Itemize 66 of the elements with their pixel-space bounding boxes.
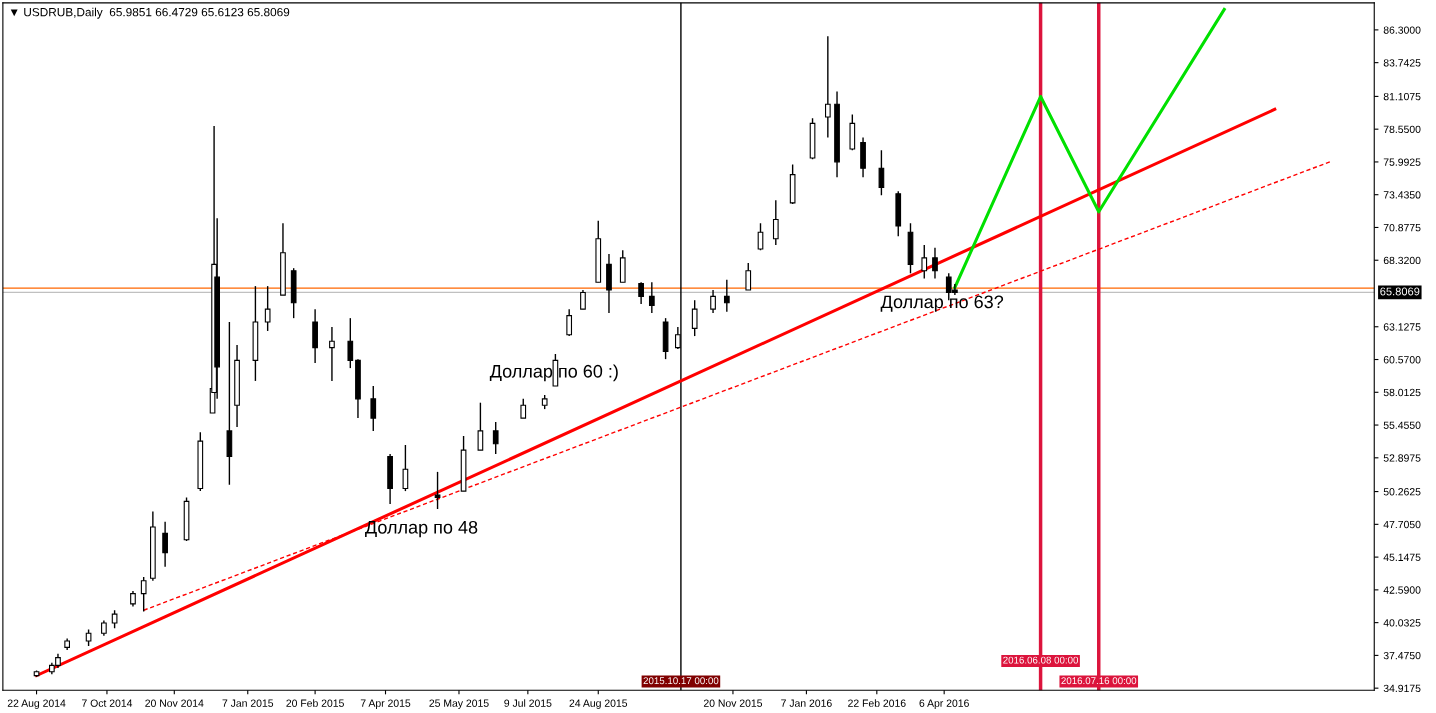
candlestick: [932, 246, 938, 280]
y-tick-label: 86.3000: [1383, 26, 1421, 34]
candlestick: [710, 289, 716, 314]
candlestick: [492, 421, 499, 455]
candlestick: [140, 576, 147, 613]
y-tick-label: 70.8775: [1383, 223, 1421, 232]
candlestick: [580, 289, 586, 310]
candlestick: [347, 317, 354, 369]
y-tick-label: 81.1075: [1383, 92, 1421, 101]
candlestick: [434, 471, 441, 510]
y-tick-label: 83.7425: [1383, 59, 1421, 67]
candlestick: [878, 149, 885, 196]
candlestick: [566, 308, 573, 337]
x-tick-label: 22 Aug 2014: [7, 699, 66, 709]
y-tick-label: 37.4750: [1383, 651, 1421, 660]
y-tick-label: 47.7050: [1383, 520, 1421, 529]
candlestick: [264, 285, 271, 332]
candlestick: [520, 398, 527, 419]
ref-line-label: 2016.06.08 00:00: [1003, 656, 1079, 664]
candlestick: [921, 244, 928, 280]
y-tick-label: 58.0125: [1383, 388, 1421, 397]
x-tick-label: 25 May 2015: [429, 699, 489, 709]
y-tick-label: 68.3200: [1383, 256, 1421, 265]
ref-line-label: 2016.07.16 00:00: [1061, 677, 1137, 685]
x-tick-label: 20 Feb 2015: [286, 699, 344, 707]
candlestick: [162, 521, 168, 568]
x-tick-label: 6 Apr 2016: [919, 699, 969, 709]
candlestick: [477, 402, 484, 451]
candlestick: [745, 262, 752, 291]
candlestick: [772, 199, 779, 246]
candlestick: [648, 281, 655, 314]
x-tick-label: 20 Nov 2015: [703, 699, 763, 707]
candlestick: [757, 222, 764, 251]
y-tick-label: 50.2625: [1383, 488, 1421, 496]
candlestick: [824, 35, 831, 139]
x-tick-label: 7 Jan 2016: [781, 699, 832, 707]
y-tick-label: 34.9175: [1383, 684, 1421, 693]
ref-line-label: 2015.10.17 00:00: [643, 677, 719, 685]
y-tick-label: 55.4550: [1383, 421, 1421, 429]
x-tick-label: 22 Feb 2016: [848, 699, 906, 707]
chart-title: ▼ USDRUB,Daily 65.9851 66.4729 65.6123 65.8069: [10, 7, 290, 19]
y-tick-label: 42.5900: [1383, 586, 1421, 594]
candlestick: [691, 299, 698, 337]
ref-line-label: 65.8069: [1380, 287, 1420, 296]
annotation: Доллар по 48: [365, 520, 478, 538]
x-tick-label: 9 Jul 2015: [504, 699, 552, 707]
y-tick-label: 75.9925: [1383, 158, 1421, 166]
y-tick-label: 73.4350: [1383, 191, 1421, 199]
annotation: Доллар по 60 :): [489, 364, 618, 382]
candlestick: [370, 385, 377, 432]
x-tick-label: 7 Jan 2015: [222, 699, 274, 707]
candlestick: [402, 444, 409, 492]
x-tick-label: 7 Apr 2015: [360, 699, 411, 709]
y-tick-label: 60.5700: [1383, 356, 1421, 364]
x-tick-label: 7 Oct 2014: [82, 699, 133, 707]
y-tick-label: 78.5500: [1383, 125, 1421, 134]
candlestick: [329, 326, 335, 382]
x-tick-label: 20 Nov 2014: [145, 699, 204, 707]
candlestick: [723, 279, 730, 313]
annotation: Доллар по 63?: [880, 295, 1004, 312]
y-tick-label: 52.8975: [1383, 454, 1421, 462]
y-tick-label: 63.1275: [1383, 323, 1421, 331]
candlestick: [638, 281, 644, 305]
y-tick-label: 40.0325: [1383, 619, 1421, 627]
y-tick-label: 45.1475: [1383, 553, 1421, 561]
x-tick-label: 24 Aug 2015: [569, 699, 628, 709]
